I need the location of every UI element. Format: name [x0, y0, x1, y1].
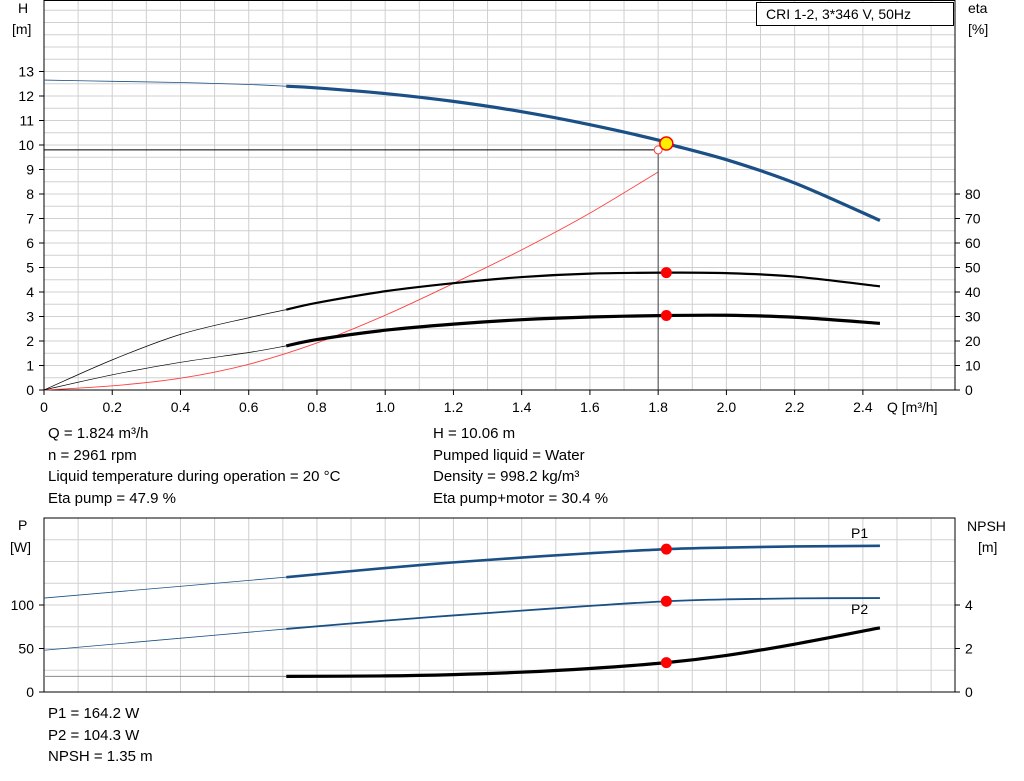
pump-label-box: CRI 1-2, 3*346 V, 50Hz	[756, 2, 954, 26]
eta-pump-marker	[660, 267, 672, 279]
y-right-tick-label: 60	[965, 235, 981, 251]
p1-curve-line	[286, 544, 880, 579]
npsh-curve-line	[286, 626, 881, 678]
y-right-tick-label: 40	[965, 284, 981, 300]
power-axis-unit: [W]	[10, 539, 31, 555]
y-left-tick-label: 3	[26, 309, 34, 325]
y-left-tick-label: 12	[18, 88, 34, 104]
y-left-tick-label: 8	[26, 186, 34, 202]
upper-info-left: Q = 1.824 m³/h n = 2961 rpm Liquid tempe…	[48, 423, 340, 509]
eta-total-marker	[660, 310, 672, 322]
x-tick-label: 0.6	[239, 399, 259, 415]
x-tick-label: 1.6	[580, 399, 600, 415]
y-right-tick-label: 80	[965, 186, 981, 202]
x-axis-label: Q [m³/h]	[887, 399, 938, 415]
y-right-tick-label: 20	[965, 333, 981, 349]
lower-info: P1 = 164.2 W P2 = 104.3 W NPSH = 1.35 m	[48, 703, 153, 768]
x-tick-label: 2.4	[853, 399, 873, 415]
npsh-axis-unit: [m]	[978, 539, 997, 555]
info-npsh: NPSH = 1.35 m	[48, 748, 153, 765]
x-tick-label: 0.8	[307, 399, 327, 415]
p1-series-label: P1	[851, 525, 868, 541]
pump-label: CRI 1-2, 3*346 V, 50Hz	[766, 6, 912, 22]
info-eta-pump: Eta pump = 47.9 %	[48, 489, 176, 507]
y-right-axis-label: eta	[968, 0, 988, 16]
y-left-tick-label: 5	[26, 260, 34, 276]
info-speed: n = 2961 rpm	[48, 446, 137, 464]
y-left-tick-label: 100	[11, 597, 35, 613]
y-left-tick-label: 0	[26, 382, 34, 398]
head-curve-line	[286, 84, 881, 222]
y-left-tick-label: 0	[26, 684, 34, 700]
x-tick-label: 2.0	[717, 399, 737, 415]
y-left-tick-label: 10	[18, 137, 34, 153]
y-left-axis-label: H	[18, 0, 28, 16]
x-tick-label: 1.4	[512, 399, 532, 415]
p2-curve-line	[286, 597, 880, 630]
eta-total-curve-line	[285, 313, 881, 348]
p2-marker	[660, 595, 672, 607]
y-right-tick-label: 10	[965, 358, 981, 374]
y-right-tick-label: 50	[965, 260, 981, 276]
info-pumped-liquid: Pumped liquid = Water	[433, 446, 585, 464]
npsh-marker	[660, 657, 672, 669]
x-tick-label: 1.8	[648, 399, 668, 415]
eta-pump-curve-line	[286, 271, 881, 311]
y-right-tick-label: 30	[965, 309, 981, 325]
y-right-tick-label: 0	[965, 684, 973, 700]
y-right-tick-label: 70	[965, 211, 981, 227]
p2-series-label: P2	[851, 601, 868, 617]
y-left-tick-label: 13	[18, 64, 34, 80]
duty-point-marker	[653, 145, 663, 155]
upper-plot-frame	[43, 0, 956, 391]
p2-curve-thin	[43, 628, 287, 651]
x-tick-label: 2.2	[785, 399, 805, 415]
y-left-tick-label: 11	[19, 113, 34, 129]
y-left-tick-label: 7	[26, 211, 34, 227]
y-right-tick-label: 2	[965, 641, 973, 657]
y-left-tick-label: 6	[26, 235, 34, 251]
npsh-axis-label: NPSH	[967, 518, 1006, 534]
y-right-tick-label: 4	[965, 597, 973, 613]
info-liquid-temperature: Liquid temperature during operation = 20…	[48, 468, 341, 485]
info-flow: Q = 1.824 m³/h	[48, 425, 149, 442]
eta-total-curve-thin	[43, 345, 287, 391]
x-tick-label: 1.2	[444, 399, 464, 415]
system-curve-line	[43, 171, 659, 391]
x-tick-label: 0.2	[103, 399, 123, 415]
eta-pump-curve-thin	[43, 309, 287, 391]
upper-info-right: H = 10.06 m Pumped liquid = Water Densit…	[433, 423, 608, 509]
info-eta-pump-motor: Eta pump+motor = 30.4 %	[433, 489, 609, 507]
y-left-axis-unit: [m]	[12, 21, 31, 37]
x-tick-label: 0	[40, 399, 48, 415]
y-left-tick-label: 2	[26, 333, 34, 349]
head-curve-thin	[43, 79, 287, 87]
y-right-tick-label: 0	[965, 382, 973, 398]
info-density: Density = 998.2 kg/m³	[433, 468, 580, 485]
p1-marker	[660, 543, 672, 555]
y-left-tick-label: 4	[26, 284, 34, 300]
operating-point-marker	[659, 136, 674, 151]
y-left-tick-label: 50	[18, 641, 34, 657]
info-p1: P1 = 164.2 W	[48, 705, 140, 722]
x-tick-label: 1.0	[375, 399, 395, 415]
info-head: H = 10.06 m	[433, 425, 516, 442]
y-left-tick-label: 1	[26, 358, 34, 374]
x-tick-label: 0.4	[171, 399, 191, 415]
p1-curve-thin	[43, 576, 287, 599]
y-left-tick-label: 9	[26, 162, 34, 178]
power-axis-label: P	[18, 517, 27, 533]
info-p2: P2 = 104.3 W	[48, 726, 140, 744]
y-right-axis-unit: [%]	[968, 21, 988, 37]
